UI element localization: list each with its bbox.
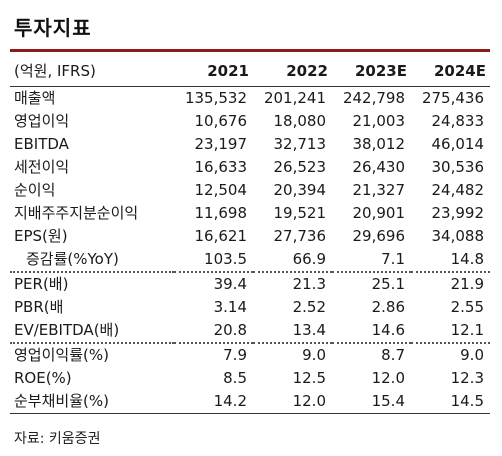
- row-label: 순부채비율(%): [10, 390, 174, 414]
- cell-value: 20.8: [174, 319, 253, 344]
- cell-value: 38,012: [352, 135, 406, 153]
- cell-value: 242,798: [342, 89, 405, 107]
- cell-value: 14.8: [411, 248, 490, 273]
- row-label: EPS(원): [14, 227, 68, 245]
- table-row: EPS(원) 16,621 27,736 29,696 34,088: [10, 225, 490, 248]
- cell-value: 135,532: [184, 89, 247, 107]
- table-row: 순부채비율(%) 14.2 12.0 15.4 14.5: [10, 390, 490, 414]
- table-row: EV/EBITDA(배) 20.8 13.4 14.6 12.1: [10, 319, 490, 344]
- cell-value: 39.4: [213, 275, 247, 293]
- row-label: EV/EBITDA(배): [10, 319, 174, 344]
- cell-value: 27,736: [273, 227, 327, 245]
- table-row: EBITDA 23,197 32,713 38,012 46,014: [10, 133, 490, 156]
- year-header: 2023E: [332, 56, 411, 87]
- table-row: 세전이익 16,633 26,523 26,430 30,536: [10, 156, 490, 179]
- year-header: 2021: [174, 56, 253, 87]
- title-divider: [10, 49, 490, 52]
- year-header: 2024E: [411, 56, 490, 87]
- cell-value: 14.5: [411, 390, 490, 414]
- table-row: 영업이익 10,676 18,080 21,003 24,833: [10, 110, 490, 133]
- cell-value: 275,436: [421, 89, 484, 107]
- cell-value: 12.1: [411, 319, 490, 344]
- cell-value: 2.86: [371, 298, 405, 316]
- cell-value: 20,901: [352, 204, 406, 222]
- source-note: 자료: 키움증권: [14, 431, 101, 447]
- cell-value: 103.5: [174, 248, 253, 273]
- table-row: 지배주주지분순이익 11,698 19,521 20,901 23,992: [10, 202, 490, 225]
- cell-value: 32,713: [273, 135, 327, 153]
- cell-value: 24,482: [431, 181, 485, 199]
- row-label: 영업이익: [14, 112, 70, 130]
- cell-value: 25.1: [371, 275, 405, 293]
- cell-value: 21,003: [352, 112, 406, 130]
- table-row: 순이익 12,504 20,394 21,327 24,482: [10, 179, 490, 202]
- row-label: 세전이익: [14, 158, 70, 176]
- cell-value: 20,394: [273, 181, 327, 199]
- row-label: PER(배): [14, 275, 69, 293]
- cell-value: 21.9: [450, 275, 484, 293]
- cell-value: 8.7: [381, 346, 405, 364]
- cell-value: 7.9: [223, 346, 247, 364]
- cell-value: 26,523: [273, 158, 327, 176]
- cell-value: 7.1: [332, 248, 411, 273]
- cell-value: 21.3: [292, 275, 326, 293]
- table-header-row: (억원, IFRS) 2021 2022 2023E 2024E: [10, 56, 490, 87]
- table-row: 증감률(%YoY) 103.5 66.9 7.1 14.8: [10, 248, 490, 273]
- row-label: 순이익: [14, 181, 56, 199]
- cell-value: 24,833: [431, 112, 485, 130]
- unit-header: (억원, IFRS): [10, 56, 174, 87]
- cell-value: 34,088: [431, 227, 485, 245]
- cell-value: 12.0: [253, 390, 332, 414]
- row-label: EBITDA: [14, 135, 69, 153]
- cell-value: 30,536: [431, 158, 485, 176]
- cell-value: 23,992: [431, 204, 485, 222]
- cell-value: 12.5: [292, 369, 326, 387]
- cell-value: 16,633: [194, 158, 248, 176]
- investment-metrics-table: (억원, IFRS) 2021 2022 2023E 2024E 매출액 135…: [10, 56, 490, 414]
- cell-value: 16,621: [194, 227, 248, 245]
- row-label: PBR(배: [14, 298, 64, 316]
- row-label: 영업이익률(%): [14, 346, 109, 364]
- cell-value: 12,504: [194, 181, 248, 199]
- cell-value: 10,676: [194, 112, 248, 130]
- cell-value: 14.2: [174, 390, 253, 414]
- cell-value: 11,698: [194, 204, 248, 222]
- cell-value: 9.0: [302, 346, 326, 364]
- cell-value: 12.0: [371, 369, 405, 387]
- table-row: 매출액 135,532 201,241 242,798 275,436: [10, 87, 490, 111]
- table-row: PBR(배 3.14 2.52 2.86 2.55: [10, 296, 490, 319]
- cell-value: 19,521: [273, 204, 327, 222]
- cell-value: 66.9: [253, 248, 332, 273]
- cell-value: 26,430: [352, 158, 406, 176]
- table-row: ROE(%) 8.5 12.5 12.0 12.3: [10, 367, 490, 390]
- cell-value: 23,197: [194, 135, 248, 153]
- cell-value: 201,241: [263, 89, 326, 107]
- cell-value: 18,080: [273, 112, 327, 130]
- cell-value: 14.6: [332, 319, 411, 344]
- year-header: 2022: [253, 56, 332, 87]
- cell-value: 12.3: [450, 369, 484, 387]
- table-row: 영업이익률(%) 7.9 9.0 8.7 9.0: [10, 343, 490, 367]
- cell-value: 2.55: [450, 298, 484, 316]
- cell-value: 2.52: [292, 298, 326, 316]
- cell-value: 3.14: [213, 298, 247, 316]
- row-label: 지배주주지분순이익: [14, 204, 139, 222]
- cell-value: 21,327: [352, 181, 406, 199]
- cell-value: 8.5: [223, 369, 247, 387]
- row-label: ROE(%): [14, 369, 72, 387]
- row-label: 매출액: [14, 89, 56, 107]
- cell-value: 29,696: [352, 227, 406, 245]
- row-label: 증감률(%YoY): [10, 248, 174, 273]
- cell-value: 9.0: [460, 346, 484, 364]
- cell-value: 46,014: [431, 135, 485, 153]
- table-row: PER(배) 39.4 21.3 25.1 21.9: [10, 272, 490, 296]
- cell-value: 15.4: [332, 390, 411, 414]
- cell-value: 13.4: [253, 319, 332, 344]
- page-title: 투자지표: [14, 16, 92, 40]
